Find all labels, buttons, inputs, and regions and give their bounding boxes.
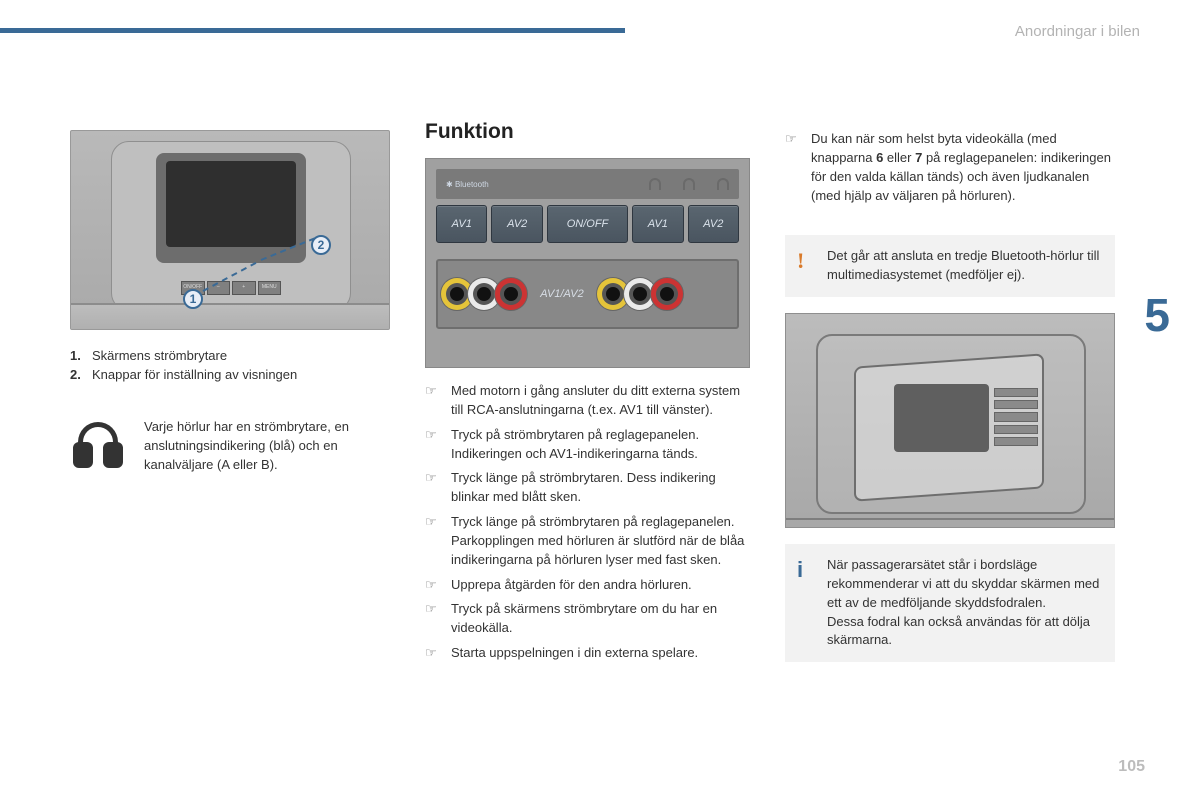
step-text: Starta uppspelningen i din externa spela… — [451, 644, 698, 663]
pointer-icon: ☞ — [425, 469, 451, 507]
column-middle: Funktion ✱ Bluetooth AV1 AV2 ON/OFF AV1 … — [425, 120, 750, 669]
mini-btn: + — [232, 281, 256, 295]
step-text: Upprepa åtgärden för den andra hörluren. — [451, 576, 692, 595]
header-rule — [0, 28, 625, 33]
warning-box: ! Det går att ansluta en tredje Bluetoot… — [785, 235, 1115, 297]
pointer-icon: ☞ — [425, 513, 451, 570]
av-button: AV1 — [436, 205, 487, 243]
chapter-number: 5 — [1144, 288, 1170, 342]
headphone-note-text: Varje hörlur har en strömbrytare, en ans… — [144, 418, 390, 475]
callout-1: 1 — [183, 289, 203, 309]
step-text: Tryck länge på strömbrytaren. Dess indik… — [451, 469, 750, 507]
av-button-row: AV1 AV2 ON/OFF AV1 AV2 — [436, 205, 739, 243]
step-text: Med motorn i gång ansluter du ditt exter… — [451, 382, 750, 420]
legend-num: 1. — [70, 348, 92, 363]
pointer-icon: ☞ — [425, 644, 451, 663]
pointer-icon: ☞ — [425, 600, 451, 638]
headphones-icon — [70, 418, 126, 474]
headphone-marks — [649, 178, 729, 190]
av-button-onoff: ON/OFF — [547, 205, 628, 243]
step-text: Tryck länge på strömbrytaren på reglagep… — [451, 513, 750, 570]
legend-text: Knappar för inställning av visningen — [92, 367, 297, 382]
av-panel-figure: ✱ Bluetooth AV1 AV2 ON/OFF AV1 AV2 AV1/A… — [425, 158, 750, 368]
legend-text: Skärmens strömbrytare — [92, 348, 227, 363]
cover-figure — [785, 313, 1115, 528]
info-text: När passagerarsätet står i bordsläge rek… — [827, 557, 1099, 647]
av-button: AV2 — [491, 205, 542, 243]
rca-label: AV1/AV2 — [528, 281, 596, 307]
av-button: AV1 — [632, 205, 683, 243]
step-text: Tryck på skärmens strömbrytare om du har… — [451, 600, 750, 638]
callout-2: 2 — [311, 235, 331, 255]
info-box: i När passagerarsätet står i bordsläge r… — [785, 544, 1115, 662]
headrest-figure: ON/OFF – + MENU 1 2 — [70, 130, 390, 330]
av-button: AV2 — [688, 205, 739, 243]
column-right: ☞ Du kan när som helst byta videokälla (… — [785, 130, 1115, 678]
step-text: Du kan när som helst byta videokälla (me… — [811, 130, 1115, 205]
legend-list: 1.Skärmens strömbrytare 2.Knappar för in… — [70, 348, 390, 382]
info-icon: i — [797, 554, 803, 586]
pointer-icon: ☞ — [425, 426, 451, 464]
exclamation-icon: ! — [797, 245, 804, 277]
column-left: ON/OFF – + MENU 1 2 1.Skärmens strömbryt… — [70, 130, 390, 475]
section-header: Anordningar i bilen — [1015, 23, 1140, 40]
rca-row: AV1/AV2 — [436, 259, 739, 329]
pointer-icon: ☞ — [425, 576, 451, 595]
page-number: 105 — [1118, 758, 1145, 776]
bluetooth-label: ✱ Bluetooth — [446, 180, 489, 189]
legend-num: 2. — [70, 367, 92, 382]
steps-list: ☞Med motorn i gång ansluter du ditt exte… — [425, 382, 750, 663]
pointer-icon: ☞ — [785, 130, 811, 205]
mini-btn: MENU — [258, 281, 282, 295]
pointer-icon: ☞ — [425, 382, 451, 420]
step-text: Tryck på strömbrytaren på reglagepanelen… — [451, 426, 750, 464]
warning-text: Det går att ansluta en tredje Bluetooth-… — [827, 248, 1099, 282]
headphone-note-row: Varje hörlur har en strömbrytare, en ans… — [70, 418, 390, 475]
section-heading: Funktion — [425, 120, 750, 144]
